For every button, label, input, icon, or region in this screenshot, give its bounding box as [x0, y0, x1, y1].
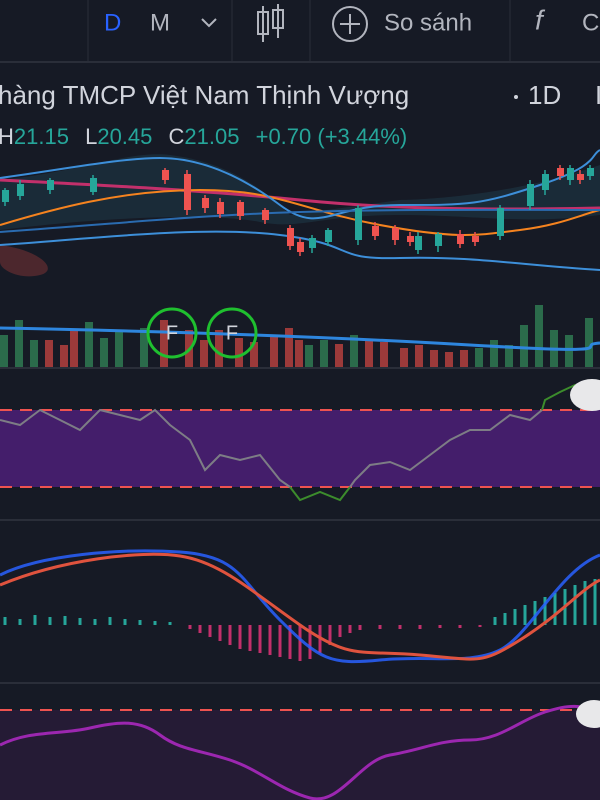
price-pane	[0, 149, 600, 277]
symbol-title: hàng TMCP Việt Nam Thịnh Vượng	[0, 80, 409, 110]
volume-up	[0, 305, 593, 368]
band-line	[0, 149, 600, 220]
cloud	[0, 154, 600, 230]
low-value: 20.45	[97, 124, 152, 149]
cloud	[0, 245, 48, 277]
marker-label: F	[226, 322, 238, 344]
indicator-icon[interactable]: f	[535, 4, 546, 35]
band-line	[0, 230, 600, 271]
ohlc-legend: H21.15 L20.45 C21.05 +0.70 (+3.44%)	[0, 124, 407, 149]
macd-line	[0, 549, 600, 664]
interval-label: 1D	[528, 80, 561, 110]
interval-button[interactable]: D	[104, 9, 121, 36]
macd-pane	[0, 549, 600, 664]
dot	[514, 95, 518, 99]
rsi-line	[349, 409, 543, 488]
event-marker[interactable]: F	[206, 307, 258, 359]
close-value: 21.05	[184, 124, 239, 149]
marker-label: F	[166, 322, 178, 344]
low-label: L	[85, 124, 97, 149]
interval-button[interactable]: M	[150, 9, 170, 36]
rsi-band	[0, 410, 600, 487]
oscillator-line	[0, 704, 600, 800]
oscillator-band	[0, 710, 600, 800]
rsi-line-extreme	[289, 486, 351, 502]
high-label: H	[0, 124, 14, 149]
candle-bodies-down	[162, 168, 584, 252]
volume-down	[45, 320, 468, 368]
chart-type-icon[interactable]	[257, 4, 284, 42]
highlight	[570, 379, 600, 411]
dropdown-icon[interactable]	[201, 18, 217, 28]
change-value: +0.70 (+3.44%)	[256, 124, 408, 149]
compare-icon[interactable]	[332, 6, 368, 42]
volume-pane: F F	[0, 305, 600, 368]
compare-button[interactable]: So sánh	[384, 9, 472, 36]
oscillator-pane	[0, 700, 600, 800]
toolbar	[0, 0, 600, 62]
close-label: C	[169, 124, 185, 149]
rsi-line	[0, 408, 291, 488]
signal-line	[0, 552, 600, 661]
event-marker[interactable]: F	[146, 307, 198, 359]
indicator-button[interactable]: C	[582, 9, 599, 36]
truncated: I	[595, 80, 600, 110]
highlight	[576, 700, 600, 728]
rsi-pane	[0, 379, 600, 502]
high-value: 21.15	[14, 124, 69, 149]
volume-ma	[0, 326, 600, 351]
band-line	[0, 208, 600, 233]
ma-line	[0, 188, 600, 236]
macd-histogram-up	[3, 579, 597, 625]
